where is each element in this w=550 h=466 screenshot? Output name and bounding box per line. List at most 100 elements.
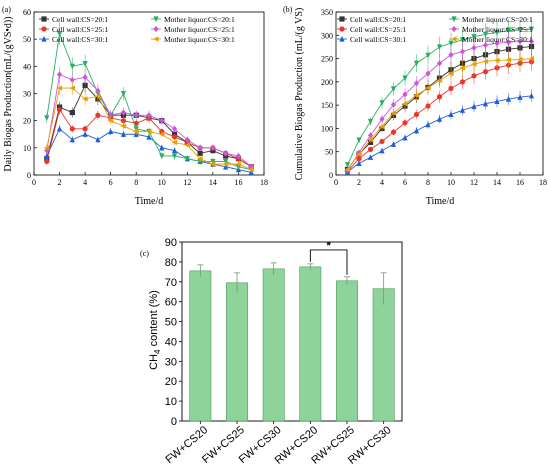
data-point [171,134,178,140]
data-point [82,126,88,132]
data-point [95,136,101,143]
data-point [505,28,512,34]
data-point [436,94,443,100]
x-tick-label: 16 [516,178,524,187]
data-point [223,150,229,157]
y-tick-label: 300 [321,31,333,40]
data-point [401,101,408,107]
data-point [184,156,190,162]
data-point [413,80,420,87]
bar [189,270,212,422]
y-tick-label: 20 [23,117,31,126]
legend-marker [451,16,457,23]
panel-c-label: (c) [140,249,149,258]
data-point [159,144,165,151]
data-point [120,123,127,129]
data-point [505,57,512,63]
data-point [436,60,443,67]
data-point [425,103,431,109]
panel-b-cumulative-biogas: (b) 0 2 4 6 8 10 12 14 16 18 0 50 100 150 200 250 300 350… [283,5,547,207]
data-point [146,133,152,140]
data-point [402,91,408,98]
data-point [94,93,101,99]
data-point [158,131,165,137]
y-tick-label: 50 [23,35,31,44]
data-point [493,57,500,64]
legend-label: Cell wall:CS=30:1 [350,35,406,44]
y-tick-label: 60 [23,8,31,17]
data-point [413,60,420,67]
bar [299,266,322,422]
x-tick-label: 10 [158,178,166,187]
legend-marker [41,35,47,42]
data-point [171,147,178,154]
data-point [390,129,397,135]
data-point [344,162,351,168]
data-point [159,117,165,124]
panel-c-ch4-content: (c) 0102030405060708090FW+CS20FW+CS25FW+… [140,237,403,466]
data-point [471,73,477,79]
data-point [56,31,63,37]
legend-label: Mother liquor:CS=25:1 [462,25,533,34]
x-tick-label: 18 [260,178,268,187]
data-point [344,166,351,173]
data-point [69,85,75,91]
data-point [379,138,385,145]
data-point [379,116,385,123]
data-point [367,154,374,160]
panel-b-plot-frame [335,11,544,176]
data-point [448,40,454,47]
legend-marker [152,36,159,42]
data-point [482,58,489,64]
y-tick-label: 80 [165,257,177,269]
data-point [197,144,203,151]
data-point [494,98,500,105]
x-tick-label: 14 [209,178,217,187]
data-point [459,107,466,113]
data-point [482,69,489,75]
y-tick-label: 30 [23,90,31,99]
data-point [413,92,420,98]
x-tick-label: 6 [109,178,113,187]
data-point [436,44,443,51]
data-point [69,109,75,116]
panel-a-x-axis-title: Time/d [135,196,164,207]
data-point [69,136,75,143]
data-point [107,118,114,124]
y-tick-label: 10 [23,144,31,153]
data-point [528,26,535,33]
data-point [43,145,50,151]
x-tick-label: 4 [380,178,384,187]
bar [372,288,395,422]
data-point [82,96,88,102]
data-point [145,128,152,135]
data-point [379,100,385,106]
panel-a-axes: 0 2 4 6 8 10 12 14 16 18 0 10 20 30 40 50 60 [23,8,268,187]
panel-c-bars: * [189,240,395,422]
panel-a-series [43,22,254,176]
panel-b-axes: 0 2 4 6 8 10 12 14 16 18 0 50 100 150 200 250 300 350 [321,8,547,187]
data-point [378,123,385,130]
data-point [528,92,535,99]
legend-label: Mother liquor:CS=30:1 [462,35,533,44]
data-point [108,112,114,119]
series-line [46,84,252,168]
data-point [235,152,242,160]
data-point [448,51,454,58]
data-point [69,76,75,84]
x-tick-label: 6 [403,178,407,187]
y-tick-label: 150 [321,101,333,110]
data-point [356,160,362,166]
data-point [197,150,203,156]
y-tick-label: 250 [321,55,333,64]
legend-marker [339,35,345,42]
data-point [197,156,203,162]
x-tick-label: 12 [470,178,478,187]
legend-label: Cell wall:CS=20:1 [52,15,108,24]
data-point [120,118,127,124]
data-point [447,70,454,77]
panel-a-label: (a) [2,5,11,14]
legend-marker [153,25,159,33]
x-tick-label: 10 [447,178,455,187]
y-tick-label: 50 [165,317,177,329]
